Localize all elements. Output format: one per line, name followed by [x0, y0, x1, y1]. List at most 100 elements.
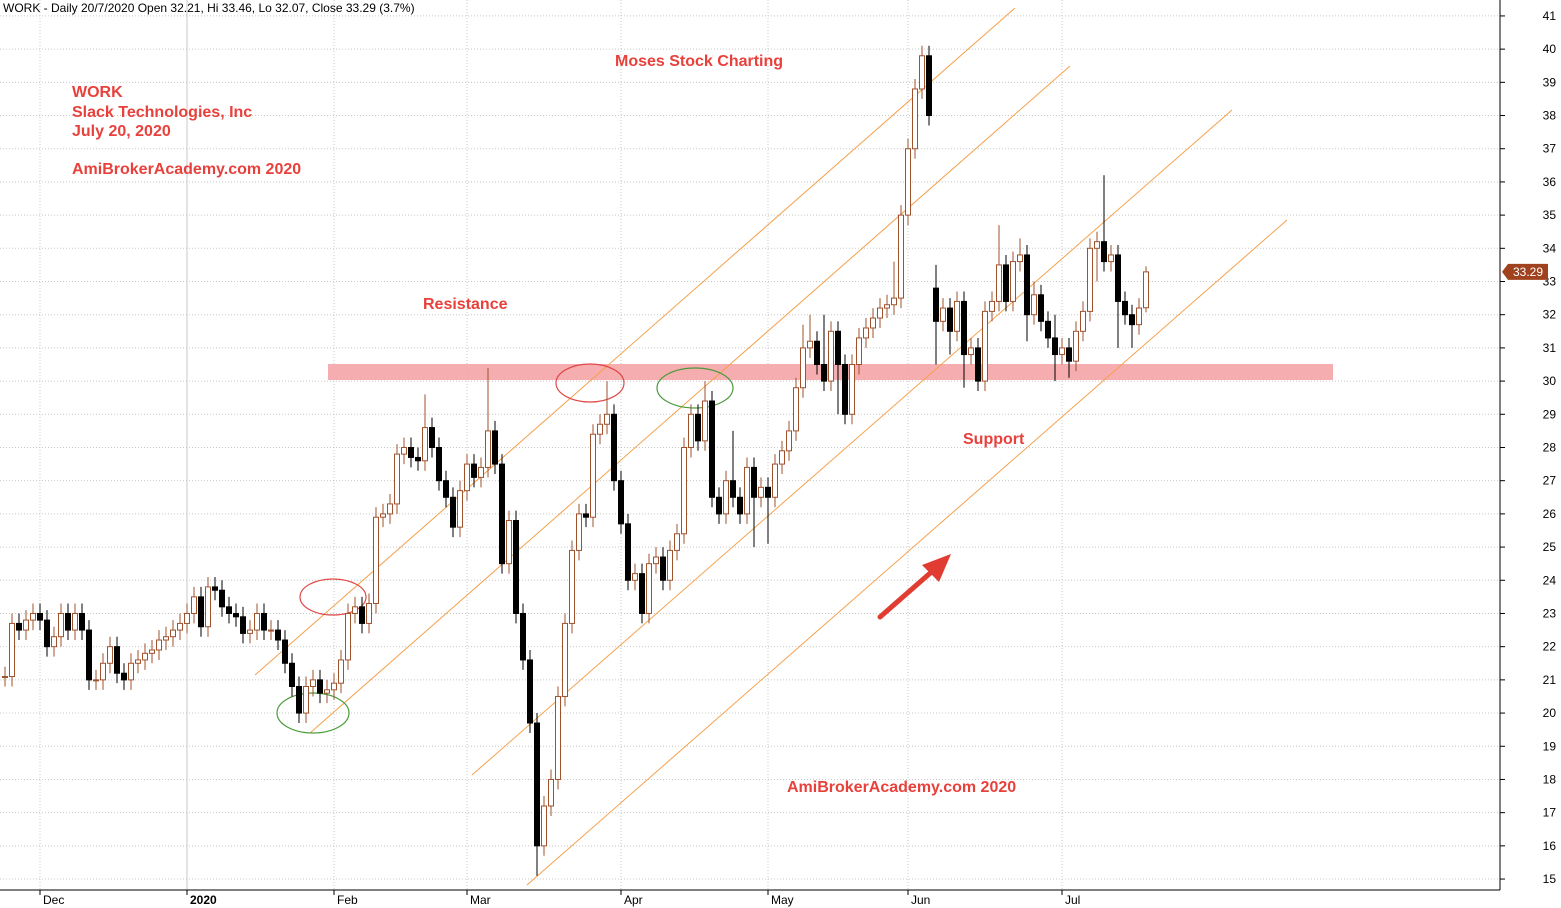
y-tick-label: 28: [1543, 440, 1557, 454]
candle-body: [282, 639, 288, 664]
candle-body: [877, 307, 883, 319]
candle-body: [114, 646, 120, 674]
candle-body: [142, 652, 148, 661]
y-tick-label: 29: [1543, 407, 1557, 421]
circle-red: [555, 363, 625, 403]
candle-body: [233, 612, 239, 618]
x-tick-label: 2020: [190, 893, 217, 907]
candle-body: [828, 330, 834, 382]
circle-green: [656, 367, 734, 409]
candle-body: [583, 513, 589, 518]
candle-body: [247, 629, 253, 634]
candle-body: [506, 520, 512, 565]
candle-body: [1080, 310, 1086, 332]
candle-body: [618, 480, 624, 525]
candle-body: [1136, 307, 1142, 326]
candle-body: [1003, 264, 1009, 302]
candle-body: [324, 689, 330, 694]
candle-body: [793, 387, 799, 432]
circle-red: [299, 578, 367, 616]
candle-body: [1101, 241, 1107, 263]
candle-body: [863, 327, 869, 339]
candle-body: [1038, 294, 1044, 322]
candle-body: [737, 496, 743, 515]
candle-body: [44, 619, 50, 648]
candle-body: [37, 612, 43, 621]
candle-body: [1017, 254, 1023, 263]
candle-body: [1010, 261, 1016, 302]
candle-body: [905, 148, 911, 216]
candle-body: [898, 214, 904, 299]
candle-body: [856, 337, 862, 365]
candle-body: [331, 682, 337, 691]
candle-body: [527, 659, 533, 724]
candle-body: [730, 480, 736, 498]
annotation: Slack Technologies, Inc: [72, 104, 252, 121]
candle-body: [478, 466, 484, 478]
channel-line: [254, 7, 1016, 676]
x-tick-label: Dec: [43, 893, 64, 907]
candle-body: [387, 503, 393, 515]
annotation: AmiBrokerAcademy.com 2020: [72, 161, 301, 178]
candle-body: [513, 520, 519, 614]
candle-body: [1129, 314, 1135, 326]
candle-body: [184, 612, 190, 624]
candle-body: [884, 304, 890, 309]
candle-body: [681, 446, 687, 535]
y-tick-label: 31: [1543, 341, 1557, 355]
candle-body: [86, 629, 92, 681]
candle-body: [604, 413, 610, 425]
candle-body: [464, 463, 470, 492]
candle-body: [954, 300, 960, 332]
y-tick-label: 36: [1543, 175, 1557, 189]
candle-body: [373, 516, 379, 605]
candle-body: [933, 287, 939, 322]
candle-body: [779, 450, 785, 465]
candle-body: [1045, 320, 1051, 339]
candle-body: [212, 586, 218, 591]
candle-body: [485, 430, 491, 468]
candle-body: [996, 264, 1002, 302]
candle-body: [401, 446, 407, 455]
candle-body: [807, 340, 813, 349]
candle-body: [765, 486, 771, 498]
candle-body: [569, 549, 575, 624]
candle-body: [310, 679, 316, 688]
y-tick-label: 18: [1543, 772, 1557, 786]
candle-body: [191, 596, 197, 614]
candle-body: [800, 347, 806, 389]
candle-body: [268, 629, 274, 632]
candle-body: [520, 612, 526, 661]
channel-line: [471, 109, 1233, 776]
candle-body: [65, 612, 71, 631]
candle-body: [814, 340, 820, 365]
candle-body: [107, 646, 113, 664]
candle-body: [646, 563, 652, 614]
candle-body: [296, 686, 302, 714]
candle-body: [975, 347, 981, 382]
y-tick-label: 34: [1543, 241, 1557, 255]
candle-body: [457, 490, 463, 528]
arrow: [877, 554, 951, 620]
candle-body: [149, 649, 155, 654]
candle-body: [261, 612, 267, 631]
candle-body: [695, 413, 701, 442]
y-tick-label: 27: [1543, 474, 1557, 488]
candle-body: [9, 622, 15, 678]
annotation: Moses Stock Charting: [615, 53, 783, 70]
candle-body: [289, 662, 295, 688]
circles: [276, 363, 734, 734]
y-tick-label: 40: [1543, 42, 1557, 56]
candle-body: [100, 662, 106, 681]
y-tick-label: 39: [1543, 75, 1557, 89]
candle-body: [240, 616, 246, 634]
candle-body: [660, 556, 666, 581]
candle-body: [415, 456, 421, 462]
annotation: WORK: [72, 84, 123, 101]
y-tick-label: 30: [1543, 374, 1557, 388]
candles: [2, 45, 1149, 876]
candle-body: [744, 466, 750, 515]
candle-body: [422, 427, 428, 462]
channel-line: [526, 219, 1288, 886]
candle-body: [443, 480, 449, 498]
